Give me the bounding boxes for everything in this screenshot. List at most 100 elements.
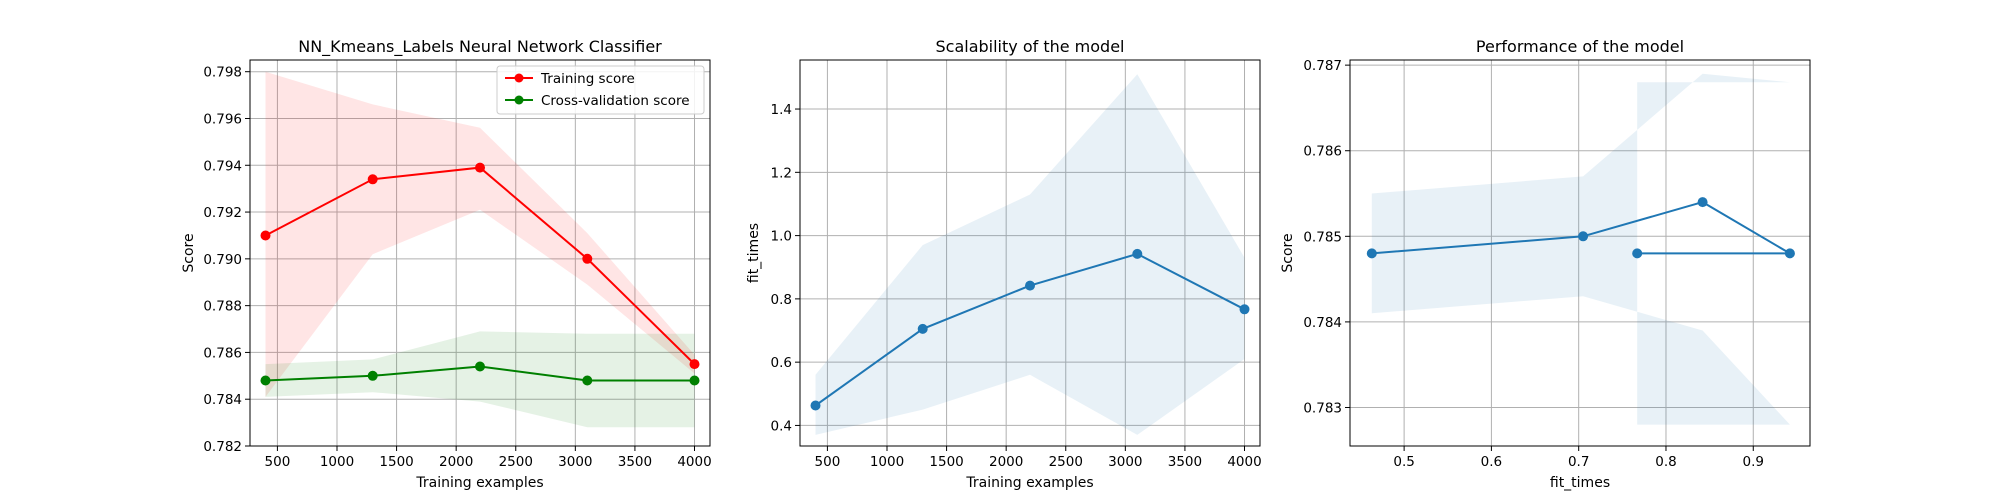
y-tick-label: 0.794: [203, 158, 242, 174]
data-point: [1132, 248, 1143, 259]
y-axis-label-learning-curve: Score: [181, 233, 197, 272]
y-tick-label: 0.790: [203, 252, 242, 268]
data-point: [689, 359, 700, 370]
legend-box: [496, 65, 705, 115]
y-tick-label: 0.796: [203, 111, 242, 127]
y-tick-label: 0.4: [771, 418, 792, 434]
frame-performance: [1349, 59, 1811, 447]
x-tick-label: 1500: [929, 454, 963, 470]
y-tick-label: 0.787: [1303, 58, 1342, 74]
legend-label-training: Training score: [540, 71, 635, 87]
x-tick-label: 0.5: [1393, 454, 1414, 470]
points-learning-curve: [260, 162, 700, 386]
x-axis-label-performance: fit_times: [1550, 475, 1610, 491]
x-tick-label: 3000: [558, 454, 592, 470]
x-tick-label: 3500: [1168, 454, 1202, 470]
confidence-band-blue: [1371, 73, 1790, 425]
x-tick-label: 2500: [499, 454, 533, 470]
plot-area-learning-curve: [250, 60, 710, 446]
data-point: [367, 174, 378, 185]
y-tick-label: 0.798: [203, 65, 242, 81]
y-tick-label: 1.2: [771, 165, 792, 181]
confidence-band-train: [265, 71, 695, 397]
x-ticks-learning-curve: 500 1000 1500 2000 2500 3000 3500 4000: [265, 446, 712, 470]
plot-area-scalability: [800, 60, 1260, 446]
bands-performance: [1371, 73, 1790, 425]
data-point: [1784, 248, 1795, 259]
x-tick-label: 3000: [1108, 454, 1142, 470]
data-point: [1632, 248, 1643, 259]
x-tick-label: 3500: [618, 454, 652, 470]
y-tick-label: 0.785: [1303, 229, 1342, 245]
frame-scalability: [799, 59, 1261, 447]
y-tick-label: 0.788: [203, 299, 242, 315]
y-tick-label: 0.792: [203, 205, 242, 221]
x-tick-label: 4000: [1227, 454, 1261, 470]
data-point: [260, 375, 271, 386]
y-axis-label-performance: Score: [1280, 233, 1296, 272]
y-tick-label: 0.783: [1303, 400, 1342, 416]
y-tick-label: 1.0: [771, 229, 792, 245]
y-ticks-scalability: 0.4 0.6 0.8 1.0 1.2 1.4: [771, 102, 800, 434]
y-tick-label: 0.782: [203, 439, 242, 455]
x-tick-label: 4000: [677, 454, 711, 470]
data-point: [367, 370, 378, 381]
x-ticks-performance: 0.5 0.6 0.7 0.8 0.9: [1393, 446, 1764, 470]
data-point: [689, 375, 700, 386]
points-scalability: [810, 248, 1250, 411]
bands-scalability: [815, 74, 1245, 435]
x-tick-label: 1000: [320, 454, 354, 470]
x-axis-label-scalability: Training examples: [965, 475, 1093, 491]
x-tick-label: 0.8: [1655, 454, 1676, 470]
confidence-band-cv: [265, 331, 695, 428]
x-tick-label: 2000: [989, 454, 1023, 470]
x-ticks-scalability: 500 1000 1500 2000 2500 3000 3500 4000: [815, 446, 1262, 470]
data-point: [810, 400, 821, 411]
y-tick-label: 1.4: [771, 102, 792, 118]
chart-title-learning-curve: NN_Kmeans_Labels Neural Network Classifi…: [298, 37, 662, 57]
x-tick-label: 0.9: [1743, 454, 1764, 470]
y-tick-label: 0.784: [1303, 315, 1342, 331]
data-point: [1025, 280, 1035, 291]
y-tick-label: 0.784: [203, 392, 242, 408]
legend: Training score Cross-validation score: [496, 65, 705, 115]
data-point: [1578, 231, 1589, 242]
data-point: [582, 375, 593, 386]
grid-scalability: [800, 60, 1260, 446]
x-tick-label: 1000: [870, 454, 904, 470]
data-point: [1239, 304, 1250, 315]
y-tick-label: 0.786: [203, 345, 242, 361]
x-tick-label: 2500: [1049, 454, 1083, 470]
data-point: [1697, 197, 1708, 208]
x-tick-label: 2000: [439, 454, 473, 470]
points-performance: [1366, 197, 1795, 259]
data-point: [475, 361, 485, 372]
data-point: [1366, 248, 1377, 259]
y-tick-label: 0.786: [1303, 144, 1342, 160]
data-point: [475, 162, 485, 173]
x-tick-label: 0.6: [1481, 454, 1502, 470]
frame-learning-curve: [249, 59, 711, 447]
legend-marker-cv: [514, 95, 524, 105]
y-ticks-performance: 0.783 0.784 0.785 0.786 0.787: [1303, 58, 1350, 416]
x-tick-label: 500: [265, 454, 291, 470]
legend-marker-training: [514, 73, 524, 83]
x-tick-label: 0.7: [1568, 454, 1589, 470]
y-tick-label: 0.8: [771, 292, 792, 308]
chart-panel-performance: 0.5 0.6 0.7 0.8 0.9 0.7830.7840.7850.7860.78…: [1280, 37, 1811, 491]
chart-panel-learning-curve: 500 1000 1500 2000 2500 3000 3500 4000 0.7820.7…: [181, 37, 712, 491]
x-tick-label: 500: [815, 454, 841, 470]
grid-performance: [1350, 60, 1810, 446]
y-ticks-learning-curve: 0.782 0.784 0.786 0.788 0.790 0.792 0.794 0.796…: [203, 65, 250, 455]
x-tick-label: 1500: [379, 454, 413, 470]
chart-title-scalability: Scalability of the model: [936, 37, 1125, 56]
data-point: [917, 323, 928, 334]
chart-panel-scalability: 500 1000 1500 2000 2500 3000 3500 4000 0.40.60.…: [746, 37, 1262, 491]
chart-title-performance: Performance of the model: [1476, 37, 1684, 56]
bands-learning-curve: [265, 71, 695, 428]
y-axis-label-scalability: fit_times: [746, 223, 762, 283]
confidence-band-blue: [815, 74, 1245, 435]
data-point: [260, 230, 271, 241]
data-point: [582, 253, 593, 264]
